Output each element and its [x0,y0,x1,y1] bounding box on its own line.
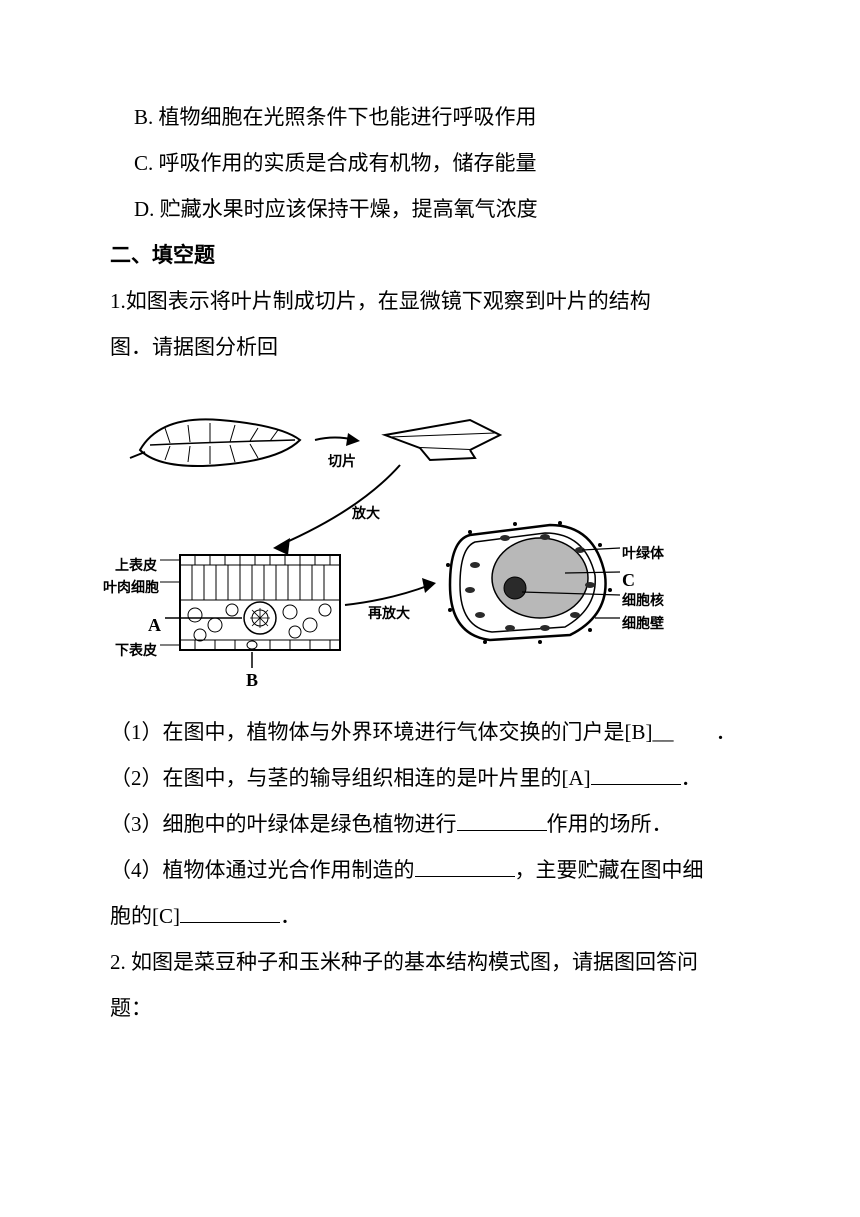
q1-sub2-text-b: ． [681,766,702,790]
q2-prompt-line2: 题： [110,986,750,1030]
blank-3 [457,830,547,831]
q1-sub4-line2: 胞的[C] ． [110,894,750,938]
leaf-cut-icon [385,420,500,460]
option-c: C. 呼吸作用的实质是合成有机物，储存能量 [110,141,750,185]
q1-sub1: （1）在图中，植物体与外界环境进行气体交换的门户是[B]__ ． [110,710,750,754]
q1-sub3: （3）细胞中的叶绿体是绿色植物进行 作用的场所． [110,802,750,846]
q1-sub4-text-d: ． [280,904,301,928]
q2-prompt-text1: 2. 如图是菜豆种子和玉米种子的基本结构模式图，请据图回答问 [110,950,698,974]
q1-sub4-text-b: ，主要贮藏在图中细 [515,858,704,882]
blank-4a [415,876,515,877]
q1-sub4-line1: （4）植物体通过光合作用制造的 ，主要贮藏在图中细 [110,848,750,892]
arrow-1-icon [315,433,360,446]
q1-prompt-text1: 1.如图表示将叶片制成切片，在显微镜下观察到叶片的结构 [110,289,651,313]
q2-prompt-text2: 题： [110,996,152,1020]
leaf-cross-section-icon [180,555,340,650]
blank-a [591,784,681,785]
q1-sub3-text-a: （3）细胞中的叶绿体是绿色植物进行 [110,812,457,836]
q1-sub4-text-a: （4）植物体通过光合作用制造的 [110,858,415,882]
leaf-diagram: 切片 放大 再放大 上表皮 叶肉细胞 A 下表皮 B 叶绿体 C 细胞核 细胞壁 [120,400,660,680]
q1-prompt-text2: 图．请据图分析回 [110,335,278,359]
leaf-diagram-svg [120,400,660,680]
section-2-title-text: 二、填空题 [110,243,215,267]
q1-sub2-text-a: （2）在图中，与茎的输导组织相连的是叶片里的[A] [110,766,591,790]
q2-prompt-line1: 2. 如图是菜豆种子和玉米种子的基本结构模式图，请据图回答问 [110,940,750,984]
option-d: D. 贮藏水果时应该保持干燥，提高氧气浓度 [110,187,750,231]
q1-prompt-line2: 图．请据图分析回 [110,325,750,369]
label-fangda: 放大 [352,500,380,529]
q1-prompt-line1: 1.如图表示将叶片制成切片，在显微镜下观察到叶片的结构 [110,279,750,323]
option-b-text: B. 植物细胞在光照条件下也能进行呼吸作用 [134,105,537,129]
option-c-text: C. 呼吸作用的实质是合成有机物，储存能量 [134,151,537,175]
label-zaifangda: 再放大 [368,600,410,629]
plant-cell-icon [446,521,612,644]
q1-sub4-text-c: 胞的[C] [110,904,180,928]
label-xiabiaopi: 下表皮 [115,637,157,666]
label-qiepian: 切片 [328,448,356,477]
q1-sub2: （2）在图中，与茎的输导组织相连的是叶片里的[A] ． [110,756,750,800]
blank-4b [180,922,280,923]
label-xibaobi: 细胞壁 [622,610,664,639]
leaf-whole-icon [130,419,300,466]
option-d-text: D. 贮藏水果时应该保持干燥，提高氧气浓度 [134,197,538,221]
section-2-title: 二、填空题 [110,233,750,277]
arrow-2-icon [273,465,400,555]
label-yeroucell: 叶肉细胞 [103,574,159,603]
option-b: B. 植物细胞在光照条件下也能进行呼吸作用 [110,95,750,139]
label-b: B [246,662,258,700]
q1-sub3-text-b: 作用的场所． [547,812,673,836]
q1-sub1-text: （1）在图中，植物体与外界环境进行气体交换的门户是[B]__ ． [110,720,737,744]
